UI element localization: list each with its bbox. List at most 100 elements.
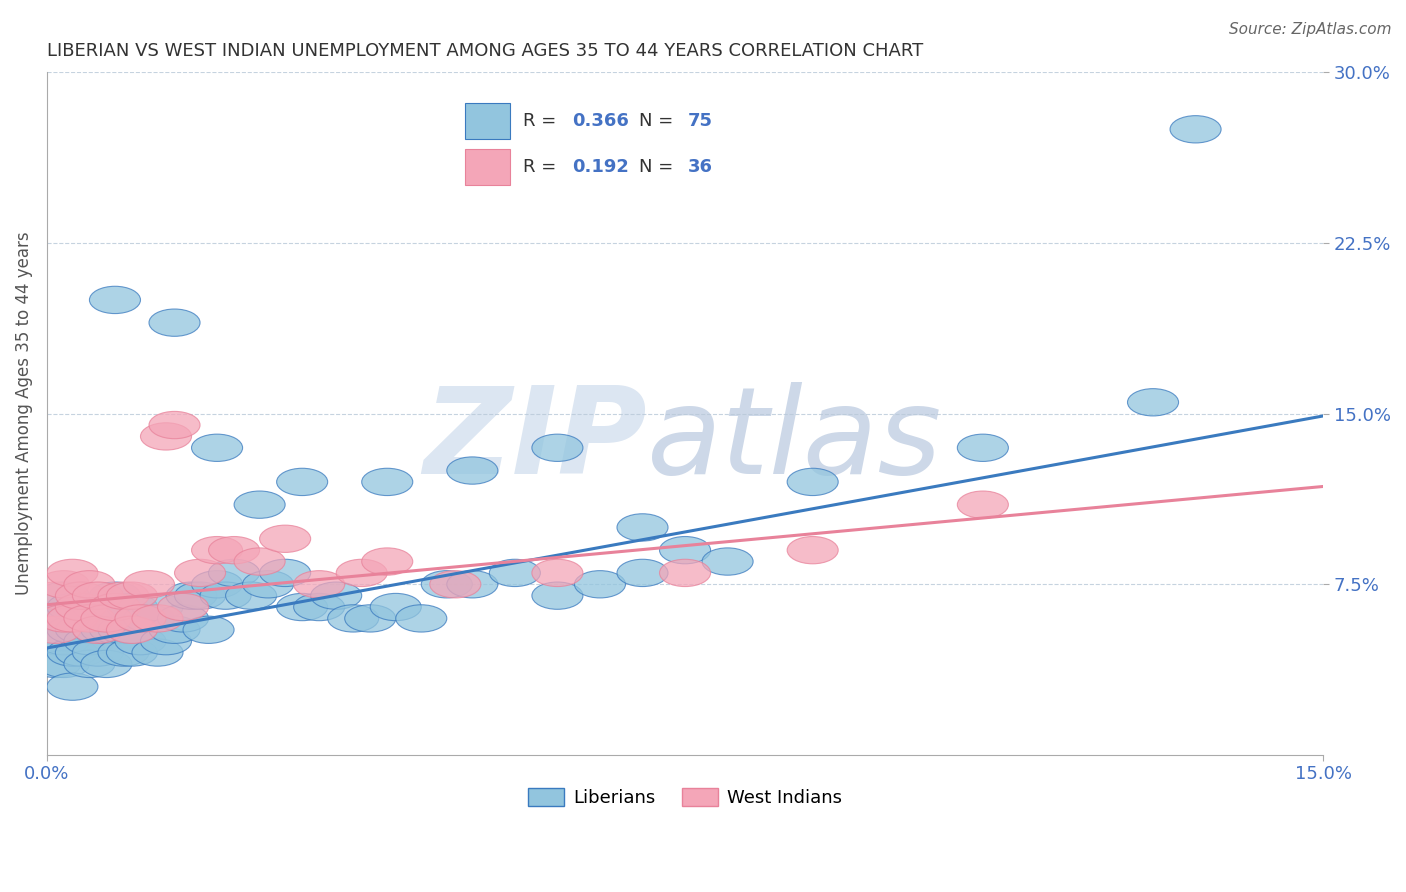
Ellipse shape: [98, 639, 149, 666]
Ellipse shape: [82, 593, 132, 621]
Ellipse shape: [82, 616, 132, 643]
Ellipse shape: [149, 411, 200, 439]
Ellipse shape: [38, 650, 90, 678]
Ellipse shape: [575, 571, 626, 598]
Ellipse shape: [277, 468, 328, 496]
Ellipse shape: [107, 616, 157, 643]
Ellipse shape: [395, 605, 447, 632]
Ellipse shape: [531, 582, 583, 609]
Ellipse shape: [191, 571, 243, 598]
Ellipse shape: [361, 548, 413, 575]
Ellipse shape: [243, 571, 294, 598]
Ellipse shape: [132, 593, 183, 621]
Ellipse shape: [157, 593, 208, 621]
Ellipse shape: [46, 639, 98, 666]
Ellipse shape: [225, 582, 277, 609]
Ellipse shape: [294, 571, 344, 598]
Ellipse shape: [115, 627, 166, 655]
Ellipse shape: [430, 571, 481, 598]
Ellipse shape: [311, 582, 361, 609]
Text: Source: ZipAtlas.com: Source: ZipAtlas.com: [1229, 22, 1392, 37]
Ellipse shape: [46, 605, 98, 632]
Ellipse shape: [63, 605, 115, 632]
Ellipse shape: [787, 468, 838, 496]
Ellipse shape: [132, 639, 183, 666]
Ellipse shape: [328, 605, 378, 632]
Ellipse shape: [63, 627, 115, 655]
Ellipse shape: [55, 593, 107, 621]
Ellipse shape: [107, 582, 157, 609]
Ellipse shape: [1170, 116, 1220, 143]
Ellipse shape: [141, 423, 191, 450]
Ellipse shape: [73, 582, 124, 609]
Ellipse shape: [344, 605, 395, 632]
Ellipse shape: [957, 434, 1008, 461]
Ellipse shape: [73, 616, 124, 643]
Ellipse shape: [63, 571, 115, 598]
Ellipse shape: [174, 582, 225, 609]
Ellipse shape: [115, 605, 166, 632]
Ellipse shape: [55, 593, 107, 621]
Ellipse shape: [191, 536, 243, 564]
Ellipse shape: [90, 593, 141, 621]
Ellipse shape: [63, 650, 115, 678]
Ellipse shape: [90, 616, 141, 643]
Ellipse shape: [73, 616, 124, 643]
Ellipse shape: [55, 616, 107, 643]
Legend: Liberians, West Indians: Liberians, West Indians: [520, 780, 849, 814]
Ellipse shape: [260, 525, 311, 552]
Ellipse shape: [38, 582, 90, 609]
Ellipse shape: [107, 593, 157, 621]
Ellipse shape: [82, 605, 132, 632]
Ellipse shape: [659, 559, 710, 587]
Ellipse shape: [107, 616, 157, 643]
Ellipse shape: [336, 559, 387, 587]
Ellipse shape: [90, 582, 141, 609]
Ellipse shape: [361, 468, 413, 496]
Ellipse shape: [30, 616, 82, 643]
Ellipse shape: [787, 536, 838, 564]
Ellipse shape: [174, 559, 225, 587]
Ellipse shape: [531, 559, 583, 587]
Text: LIBERIAN VS WEST INDIAN UNEMPLOYMENT AMONG AGES 35 TO 44 YEARS CORRELATION CHART: LIBERIAN VS WEST INDIAN UNEMPLOYMENT AMO…: [46, 42, 924, 60]
Ellipse shape: [30, 605, 82, 632]
Ellipse shape: [191, 434, 243, 461]
Ellipse shape: [659, 536, 710, 564]
Ellipse shape: [46, 559, 98, 587]
Ellipse shape: [132, 605, 183, 632]
Ellipse shape: [38, 627, 90, 655]
Ellipse shape: [55, 582, 107, 609]
Ellipse shape: [489, 559, 540, 587]
Ellipse shape: [957, 491, 1008, 518]
Ellipse shape: [124, 605, 174, 632]
Ellipse shape: [200, 582, 252, 609]
Ellipse shape: [107, 639, 157, 666]
Ellipse shape: [141, 627, 191, 655]
Ellipse shape: [149, 309, 200, 336]
Ellipse shape: [260, 559, 311, 587]
Ellipse shape: [157, 605, 208, 632]
Ellipse shape: [38, 605, 90, 632]
Ellipse shape: [30, 650, 82, 678]
Ellipse shape: [166, 582, 217, 609]
Ellipse shape: [55, 639, 107, 666]
Ellipse shape: [208, 559, 260, 587]
Ellipse shape: [115, 605, 166, 632]
Ellipse shape: [149, 616, 200, 643]
Ellipse shape: [183, 616, 233, 643]
Ellipse shape: [233, 491, 285, 518]
Ellipse shape: [124, 571, 174, 598]
Ellipse shape: [46, 593, 98, 621]
Ellipse shape: [90, 286, 141, 314]
Ellipse shape: [1128, 389, 1178, 416]
Text: ZIP: ZIP: [423, 383, 647, 500]
Ellipse shape: [617, 559, 668, 587]
Ellipse shape: [617, 514, 668, 541]
Ellipse shape: [98, 582, 149, 609]
Ellipse shape: [447, 457, 498, 484]
Ellipse shape: [38, 571, 90, 598]
Ellipse shape: [702, 548, 754, 575]
Ellipse shape: [73, 639, 124, 666]
Ellipse shape: [63, 605, 115, 632]
Text: atlas: atlas: [647, 383, 942, 500]
